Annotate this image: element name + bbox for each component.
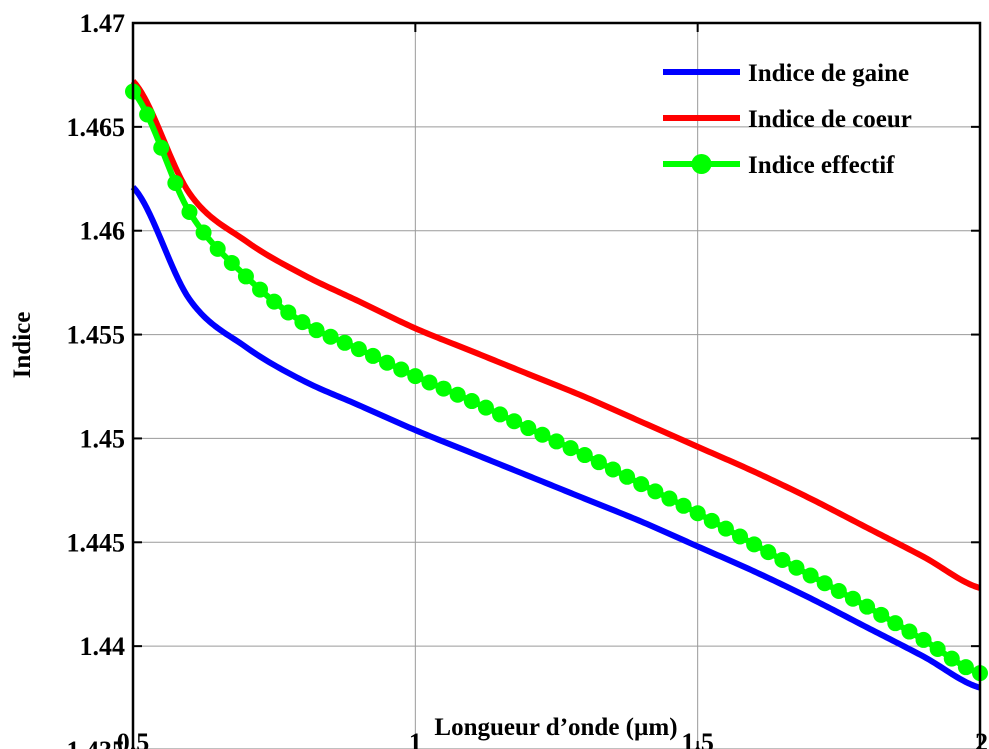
legend-label: Indice de coeur [748, 106, 912, 133]
series-point [435, 380, 452, 397]
y-tick-label: 1.46 [80, 217, 126, 246]
plot-frame [131, 21, 982, 749]
series-point [463, 393, 480, 410]
series-indice-de-gaine [130, 185, 981, 691]
series-point [223, 254, 240, 271]
series-point [703, 512, 720, 529]
series-point [929, 641, 946, 657]
series-point [393, 361, 410, 378]
legend: Indice de gaine Indice de coeur Indice eff… [663, 60, 912, 179]
series-point [280, 304, 297, 321]
series-point [534, 426, 551, 443]
legend-label: Indice de gaine [748, 60, 909, 87]
series-point [506, 413, 523, 430]
series-point [421, 374, 438, 391]
series-point [689, 505, 706, 522]
series-point [139, 106, 156, 123]
series-point [548, 433, 565, 450]
series-point [957, 659, 974, 676]
series-point [590, 454, 607, 471]
series-point [449, 386, 466, 403]
y-tick-label: 1.44 [80, 632, 126, 661]
series-point [830, 582, 847, 599]
series-indice-effectif [125, 83, 988, 682]
legend-entry: Indice de gaine [663, 60, 909, 87]
series-point [746, 536, 763, 553]
y-tick-label: 1.465 [67, 113, 126, 142]
series-point [774, 551, 791, 568]
series-point [322, 328, 339, 345]
series-point [802, 567, 819, 584]
series-point [873, 606, 890, 623]
series-line [130, 185, 981, 691]
series-point [901, 623, 918, 640]
x-tick-label: 1 [409, 728, 422, 749]
series-point [661, 490, 678, 507]
legend-marker [691, 154, 712, 174]
series-layer [125, 79, 988, 691]
x-tick-label: 1.5 [681, 728, 714, 749]
legend-label: Indice effectif [748, 152, 895, 179]
series-point [675, 497, 692, 514]
series-point [859, 598, 876, 615]
series-point [153, 139, 170, 156]
x-tick-label: 2 [975, 728, 988, 749]
series-point [237, 268, 254, 285]
series-point [887, 615, 904, 632]
series-point [562, 440, 579, 457]
y-tick-label: 1.455 [67, 321, 126, 350]
series-point [788, 559, 805, 576]
series-point [520, 420, 537, 437]
series-indice-de-coeur [130, 79, 981, 591]
series-point [647, 483, 664, 500]
y-tick-label: 1.45 [80, 424, 126, 453]
legend-entry: Indice effectif [663, 152, 895, 179]
series-point [816, 575, 833, 592]
series-point [379, 354, 396, 371]
series-point [760, 544, 777, 561]
series-point [492, 406, 509, 423]
y-tick-label: 1.445 [67, 528, 126, 557]
y-axis-title: Indice [9, 312, 36, 379]
series-point [364, 347, 381, 364]
series-point [294, 314, 311, 331]
series-point [633, 476, 650, 493]
series-point [167, 175, 184, 192]
series-point [604, 461, 621, 478]
series-point [350, 341, 367, 358]
series-point [252, 281, 269, 298]
series-point [209, 240, 226, 257]
series-point [336, 334, 353, 351]
series-point [407, 368, 424, 385]
series-point [308, 322, 325, 339]
series-point [943, 650, 960, 667]
series-point [195, 224, 212, 241]
series-point [844, 590, 861, 607]
legend-entry: Indice de coeur [663, 106, 912, 133]
series-point [576, 447, 593, 464]
grid [133, 23, 980, 749]
series-line [130, 79, 981, 591]
series-point [477, 399, 494, 416]
x-axis-title: Longueur d’onde (µm) [434, 714, 677, 741]
series-point [732, 528, 749, 545]
series-point [181, 204, 198, 221]
series-point [915, 631, 932, 648]
y-tick-label: 1.47 [80, 9, 126, 38]
series-point [717, 520, 734, 537]
series-point [619, 468, 636, 485]
series-point [266, 293, 283, 310]
y-tick-label: 1.435 [67, 736, 126, 749]
